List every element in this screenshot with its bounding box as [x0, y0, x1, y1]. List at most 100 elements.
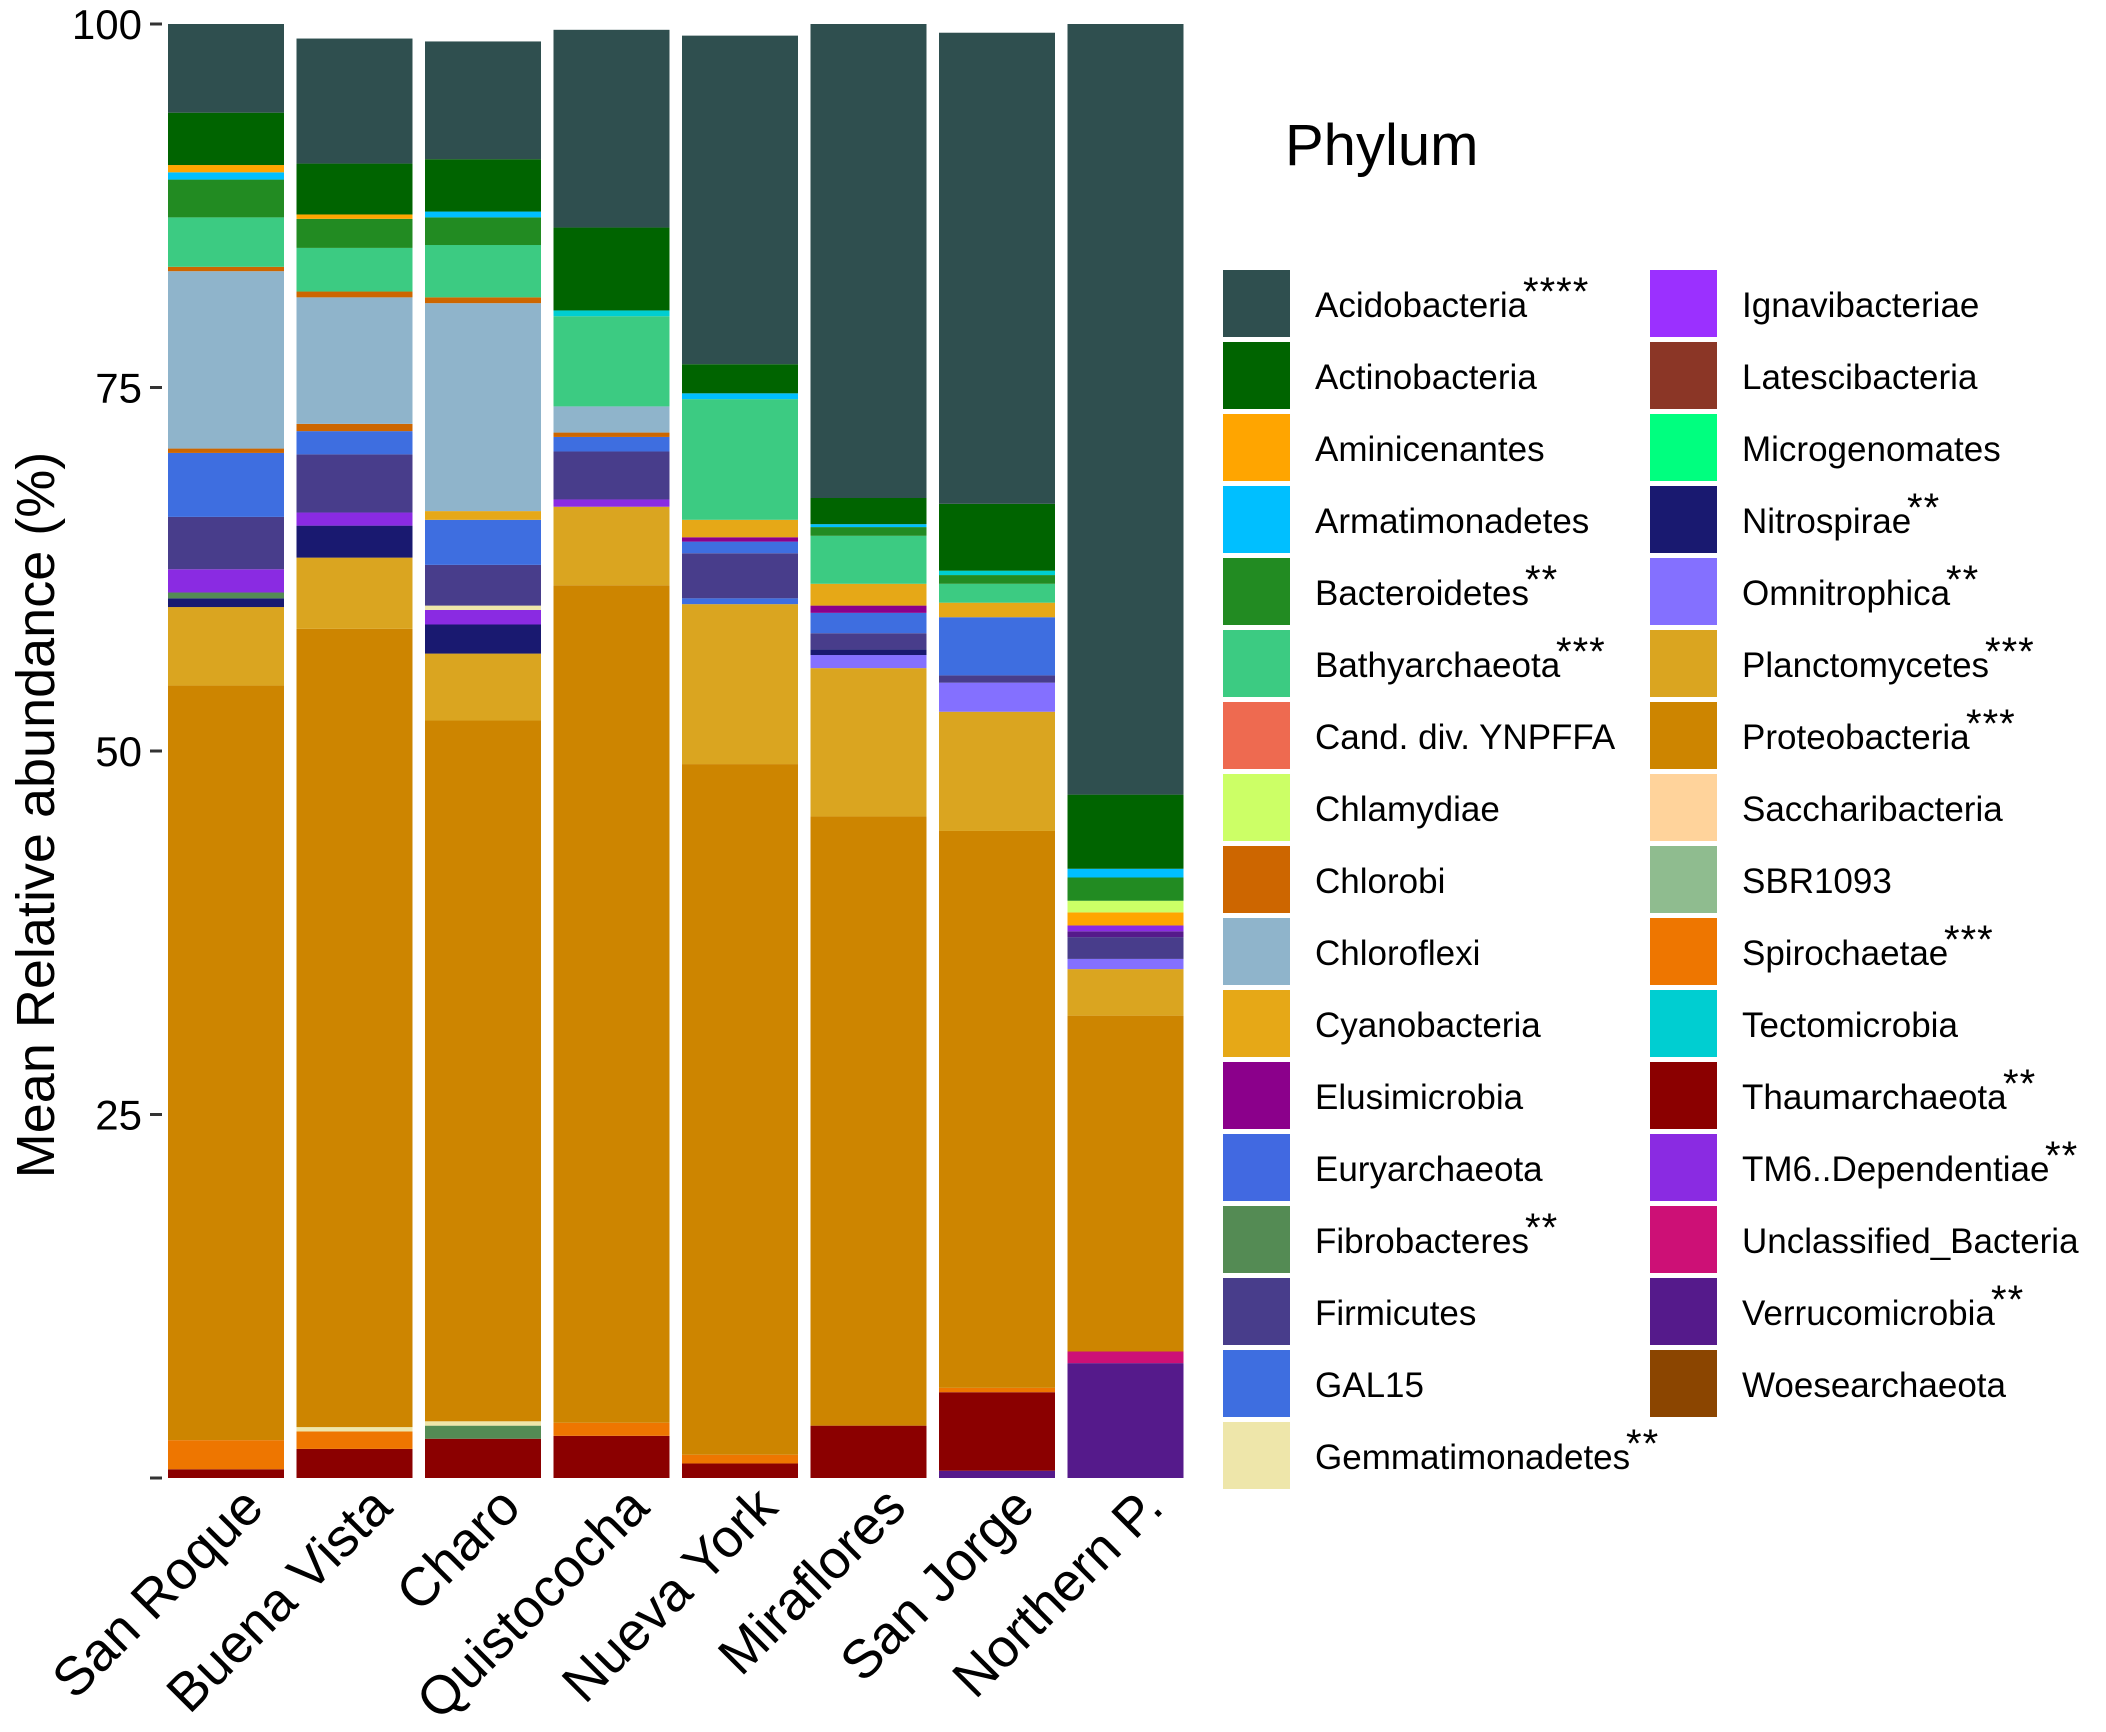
bar-segment-bathyarchaeota — [682, 399, 798, 520]
bar-segment-bathyarchaeota — [810, 535, 927, 584]
bar-segment-verrucomicrobia — [939, 1470, 1055, 1478]
y-axis: 25 50 75 100 — [72, 1, 162, 1480]
bar-segment-chloroflexi — [425, 303, 541, 512]
legend-label: Spirochaetae — [1742, 934, 1949, 973]
bar-segment-chlorobi — [425, 297, 541, 304]
bar-nueva-york — [682, 35, 798, 1478]
bar-segment-bathyarchaeota — [939, 583, 1055, 603]
bar-segment-bathyarchaeota — [553, 316, 670, 407]
bar-segment-tectomicrobia — [553, 310, 670, 317]
legend-label: Unclassified_Bacteria — [1742, 1222, 2079, 1261]
legend-label: Woesearchaeota — [1742, 1366, 2006, 1405]
legend-swatch — [1223, 990, 1290, 1057]
bar-segment-tectomicrobia — [939, 570, 1055, 576]
y-tick-label: 50 — [95, 728, 142, 775]
legend-label: Nitrospirae — [1742, 502, 1912, 541]
y-tick-label: 100 — [72, 1, 142, 48]
bar-segment-verrucomicrobia — [1067, 931, 1184, 938]
legend-significance-stars: **** — [1523, 270, 1590, 314]
bar-segment-acidobacteria — [939, 32, 1055, 504]
bar-segment-proteobacteria — [682, 764, 798, 1455]
legend-swatch — [1650, 414, 1717, 481]
bar-segment-omnitrophica — [810, 655, 927, 669]
legend-label: Cyanobacteria — [1315, 1006, 1541, 1045]
bar-segment-cyanobacteria — [682, 519, 798, 538]
y-tick-label: 75 — [95, 365, 142, 412]
bar-buena-vista — [296, 38, 413, 1478]
bar-segment-thaumarchaeota — [296, 1448, 413, 1478]
bar-segment-planctomycetes — [425, 653, 541, 721]
bar-segment-gal15 — [168, 452, 284, 517]
bar-segment-proteobacteria — [168, 685, 284, 1441]
legend-swatch — [1223, 1134, 1290, 1201]
bar-segment-planctomycetes — [810, 668, 927, 817]
bar-segment-chloroflexi — [168, 271, 284, 449]
bar-segment-aminicenantes — [168, 165, 284, 173]
legend-swatch — [1223, 702, 1290, 769]
legend-label: Chlamydiae — [1315, 790, 1500, 829]
legend-swatch — [1650, 342, 1717, 409]
legend-swatch — [1650, 486, 1717, 553]
bar-segment-verrucomicrobia — [1067, 1363, 1184, 1478]
legend-swatch — [1223, 774, 1290, 841]
bar-segment-firmicutes — [425, 564, 541, 606]
bar-segment-spirochaetae — [296, 1431, 413, 1449]
legend-label: GAL15 — [1315, 1366, 1424, 1405]
bar-segment-planctomycetes — [553, 506, 670, 586]
bar-segment-firmicutes — [1067, 937, 1184, 959]
bar-charo — [425, 41, 541, 1478]
legend-swatch — [1223, 414, 1290, 481]
legend-label: Saccharibacteria — [1742, 790, 2003, 829]
bar-segment-bacteroidetes — [1067, 877, 1184, 901]
legend-swatch — [1650, 774, 1717, 841]
legend-label: Omnitrophica — [1742, 574, 1951, 613]
bar-segment-acidobacteria — [810, 24, 927, 499]
bars — [168, 24, 1184, 1478]
y-tick-label: 25 — [95, 1092, 142, 1139]
bar-segment-tm6-dependentiae — [425, 609, 541, 625]
legend-label: Verrucomicrobia — [1742, 1294, 1995, 1333]
bar-segment-acidobacteria — [1067, 24, 1184, 795]
legend-significance-stars: *** — [1966, 702, 2016, 746]
bar-segment-spirochaetae — [168, 1440, 284, 1470]
legend-label: Aminicenantes — [1315, 430, 1545, 469]
bar-segment-actinobacteria — [1067, 794, 1184, 869]
legend-label: Gemmatimonadetes — [1315, 1438, 1631, 1477]
bar-segment-bacteroidetes — [296, 218, 413, 248]
bar-northern-p — [1067, 24, 1184, 1478]
legend-label: Chlorobi — [1315, 862, 1446, 901]
bar-segment-cyanobacteria — [810, 583, 927, 606]
legend-label: Proteobacteria — [1742, 718, 1970, 757]
bar-segment-bathyarchaeota — [425, 245, 541, 298]
legend-label: Tectomicrobia — [1742, 1006, 1958, 1045]
legend-label: SBR1093 — [1742, 862, 1892, 901]
legend-significance-stars: ** — [2003, 1062, 2037, 1106]
bar-segment-chlorobi — [168, 266, 284, 272]
bar-segment-omnitrophica — [939, 682, 1055, 712]
legend-label: Fibrobacteres — [1315, 1222, 1529, 1261]
bar-segment-acidobacteria — [425, 41, 541, 160]
legend-swatch — [1650, 1206, 1717, 1273]
legend-label: Armatimonadetes — [1315, 502, 1590, 541]
legend-swatch — [1650, 990, 1717, 1057]
legend-label: Elusimicrobia — [1315, 1078, 1524, 1117]
legend-swatch — [1223, 918, 1290, 985]
bar-segment-planctomycetes — [1067, 969, 1184, 1016]
legend-swatch — [1650, 1278, 1717, 1345]
legend-swatch — [1650, 270, 1717, 337]
legend-significance-stars: ** — [2045, 1134, 2079, 1178]
bar-segment-omnitrophica — [1067, 958, 1184, 970]
bar-segment-actinobacteria — [425, 159, 541, 212]
bar-segment-proteobacteria — [939, 830, 1055, 1388]
legend-swatch — [1223, 1062, 1290, 1129]
bar-segment-planctomycetes — [939, 711, 1055, 831]
legend-significance-stars: ** — [1907, 486, 1941, 530]
legend-significance-stars: ** — [1525, 1206, 1559, 1250]
bar-segment-gal15 — [939, 617, 1055, 676]
bar-segment-bacteroidetes — [939, 575, 1055, 584]
bar-segment-actinobacteria — [939, 503, 1055, 571]
legend-swatch — [1650, 1134, 1717, 1201]
bar-segment-gal15 — [682, 598, 798, 605]
legend-swatch — [1223, 846, 1290, 913]
